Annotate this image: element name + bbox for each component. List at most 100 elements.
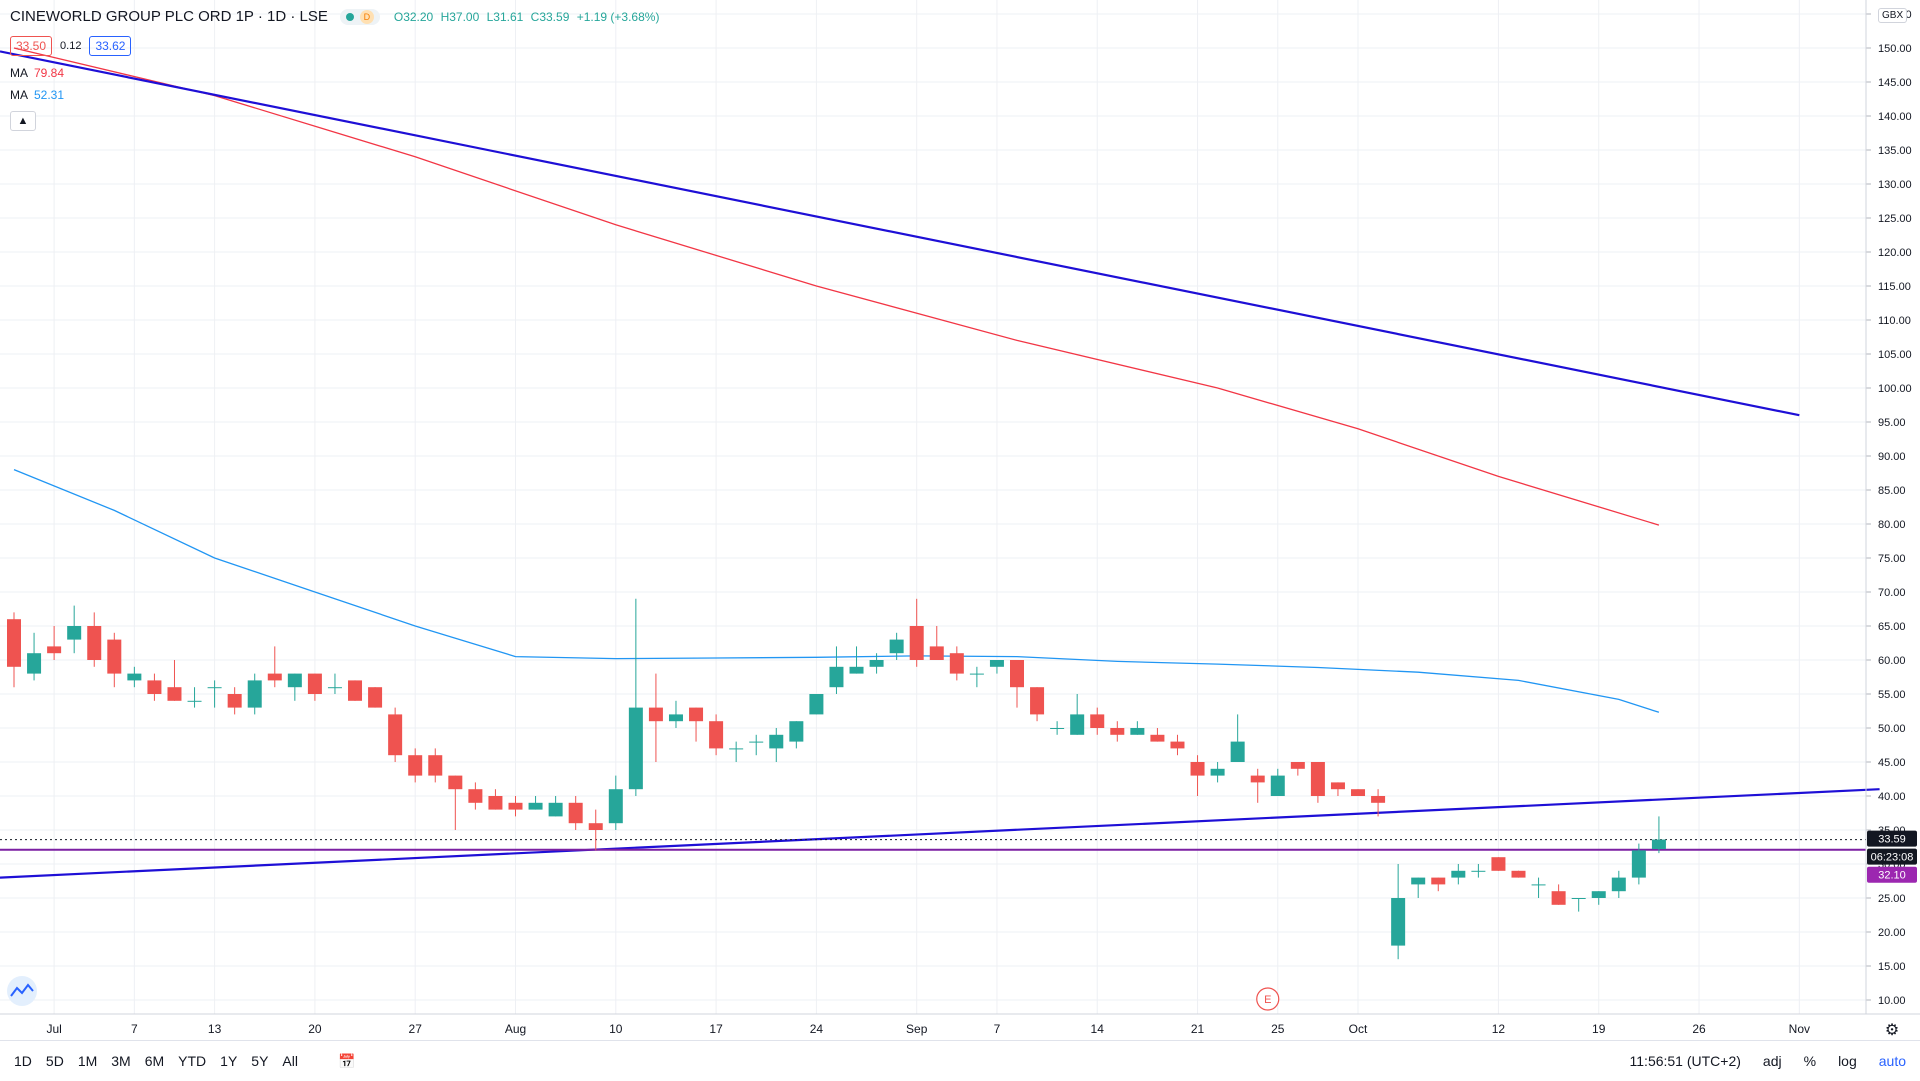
range-6m-button[interactable]: 6M: [144, 1053, 165, 1069]
candle-body: [1310, 762, 1325, 796]
candles: E: [7, 598, 1666, 1011]
hline-price-label: 32.10: [1878, 870, 1906, 882]
trendlines: [0, 50, 1880, 879]
price-tick-label: 90.00: [1878, 451, 1906, 463]
candle-body: [307, 673, 322, 694]
candle-body: [87, 626, 102, 660]
price-tick-label: 40.00: [1878, 791, 1906, 803]
symbol-title[interactable]: CINEWORLD GROUP PLC ORD 1P · 1D · LSE: [10, 8, 328, 25]
candle-body: [809, 694, 824, 715]
market-status-badge[interactable]: D: [339, 8, 380, 25]
time-tick-label: 7: [994, 1022, 1001, 1036]
price-tick-label: 135.00: [1878, 145, 1912, 157]
candle-body: [1270, 775, 1285, 796]
price-chart[interactable]: E 155.00150.00145.00140.00135.00130.0012…: [0, 0, 1920, 1040]
price-tick-label: 50.00: [1878, 723, 1906, 735]
log-toggle[interactable]: log: [1838, 1053, 1857, 1069]
candle-body: [127, 673, 142, 681]
ma1-value: 79.84: [34, 66, 65, 80]
candle-body: [1250, 775, 1265, 783]
candle-body: [287, 673, 302, 688]
time-tick-label: 21: [1191, 1022, 1205, 1036]
candle-body: [508, 802, 523, 810]
collapse-legend-button[interactable]: ▲: [10, 111, 36, 131]
time-tick-label: 10: [609, 1022, 623, 1036]
clock-display[interactable]: 11:56:51 (UTC+2): [1629, 1053, 1741, 1069]
candle-body: [889, 639, 904, 654]
candle-body: [1511, 870, 1526, 878]
time-tick-label: 7: [131, 1022, 138, 1036]
price-tick-label: 125.00: [1878, 213, 1912, 225]
adj-toggle[interactable]: adj: [1762, 1053, 1782, 1069]
currency-label[interactable]: GBX: [1878, 8, 1908, 23]
ma-line-2: [13, 468, 1660, 713]
price-tick-label: 20.00: [1878, 927, 1906, 939]
candle-body: [1451, 870, 1466, 878]
candle-body: [1150, 734, 1165, 742]
candle-body: [1371, 796, 1386, 803]
candle-body: [749, 741, 764, 743]
price-tick-label: 120.00: [1878, 247, 1912, 259]
range-3m-button[interactable]: 3M: [111, 1053, 131, 1069]
high-value: H37.00: [440, 9, 480, 24]
change-value: +1.19 (+3.68%): [576, 9, 660, 24]
earnings-marker-label: E: [1264, 994, 1271, 1006]
range-5d-button[interactable]: 5D: [45, 1053, 64, 1069]
bid-ask-row: 33.50 0.12 33.62: [10, 36, 132, 56]
candle-body: [1351, 789, 1366, 796]
logo-path: [10, 983, 34, 997]
candle-body: [1130, 728, 1145, 735]
candle-body: [588, 823, 603, 830]
chart-legend: CINEWORLD GROUP PLC ORD 1P · 1D · LSE D …: [10, 8, 663, 25]
scale-options: 11:56:51 (UTC+2) adj % log auto: [1630, 1041, 1906, 1081]
candle-body: [1190, 762, 1205, 776]
ma1-label: MA: [10, 66, 28, 80]
price-tick-label: 110.00: [1878, 315, 1911, 327]
candle-body: [1411, 877, 1426, 885]
range-5y-button[interactable]: 5Y: [251, 1053, 269, 1069]
ma2-legend[interactable]: MA 52.31: [10, 88, 64, 102]
candle-body: [1010, 660, 1024, 688]
ma1-legend[interactable]: MA 79.84: [10, 66, 64, 80]
gear-icon[interactable]: ⚙: [1885, 1022, 1899, 1039]
price-tick-label: 95.00: [1878, 417, 1906, 429]
time-tick-label: Aug: [505, 1022, 526, 1036]
auto-toggle[interactable]: auto: [1878, 1053, 1906, 1069]
trendline-2: [0, 788, 1880, 879]
percent-toggle[interactable]: %: [1803, 1053, 1817, 1069]
axes: 155.00150.00145.00140.00135.00130.00125.…: [0, 0, 1920, 1039]
price-tick-label: 80.00: [1878, 519, 1906, 531]
candle-body: [829, 666, 844, 688]
candle-body: [107, 639, 122, 674]
candle-body: [668, 714, 683, 722]
price-tick-label: 15.00: [1878, 961, 1906, 973]
candle-body: [869, 660, 884, 667]
candle-body: [1571, 898, 1586, 899]
buy-price-button[interactable]: 33.62: [89, 36, 132, 56]
range-1d-button[interactable]: 1D: [14, 1053, 32, 1069]
candle-body: [969, 673, 984, 675]
calendar-range-icon[interactable]: 📅: [337, 1052, 356, 1069]
chart-grid: [0, 0, 1866, 1014]
range-1m-button[interactable]: 1M: [77, 1053, 98, 1069]
price-tick-label: 75.00: [1878, 553, 1906, 565]
moving-averages: [13, 47, 1660, 713]
candle-body: [989, 660, 1004, 667]
candle-body: [1230, 741, 1245, 762]
candle-body: [1330, 782, 1345, 790]
price-tick-label: 85.00: [1878, 485, 1906, 497]
candle-body: [247, 680, 262, 708]
candle-body: [689, 707, 704, 722]
price-tick-label: 45.00: [1878, 757, 1906, 769]
range-ytd-button[interactable]: YTD: [178, 1053, 207, 1069]
price-tick-label: 65.00: [1878, 621, 1906, 633]
range-all-button[interactable]: All: [282, 1053, 298, 1069]
range-1y-button[interactable]: 1Y: [220, 1053, 238, 1069]
time-tick-label: 24: [810, 1022, 824, 1036]
candle-body: [1531, 884, 1546, 886]
ma-line-1: [13, 47, 1660, 526]
candle-body: [929, 646, 944, 660]
candle-body: [1431, 877, 1446, 885]
sell-price-button[interactable]: 33.50: [10, 36, 53, 56]
price-tick-label: 60.00: [1878, 655, 1906, 667]
